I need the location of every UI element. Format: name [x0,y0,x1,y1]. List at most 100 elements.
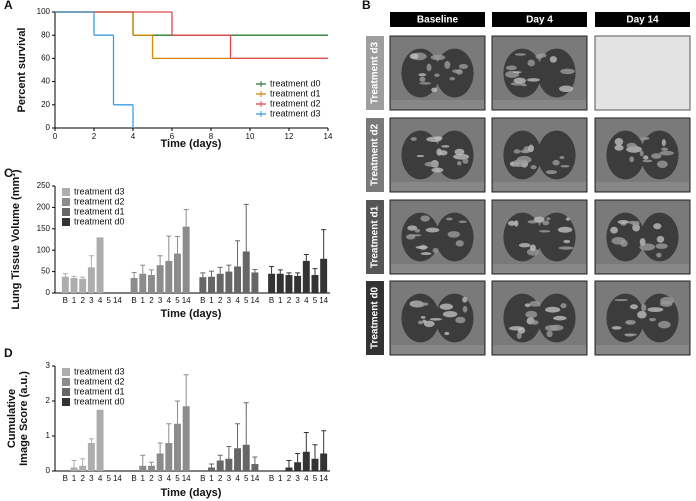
tissue-speck [545,306,561,313]
tissue-speck [642,159,653,163]
x-tick-label: 3 [227,474,232,483]
tissue-speck [429,318,442,321]
tissue-speck [560,68,575,75]
tissue-speck [632,223,640,232]
column-header: Day 14 [626,15,659,26]
body-wall [596,182,689,191]
tissue-speck [533,216,545,223]
tissue-speck [639,150,644,157]
tissue-speck [557,226,573,233]
x-tick-label: 4 [304,296,309,305]
tissue-speck [526,248,540,256]
x-tick-label: 0 [53,132,58,141]
lung-image [594,199,691,275]
empty-image [594,35,691,111]
y-tick-label: 3 [46,361,51,370]
bar [156,265,164,293]
tissue-speck [434,73,440,77]
body-wall [493,264,586,273]
lung-right [537,48,576,98]
y-tick-label: 80 [41,30,50,39]
lung-left [401,212,440,262]
tissue-speck [565,217,571,221]
y-tick-label: 2 [46,396,51,405]
tissue-speck [653,223,662,230]
x-tick-label: 14 [182,474,191,483]
lung-image [594,117,691,193]
y-tick-label: 20 [41,100,50,109]
lung-image [389,117,486,193]
tissue-speck [425,227,440,233]
bar [165,443,173,471]
x-tick-label: 5 [175,474,180,483]
x-tick-label: 1 [278,296,283,305]
tissue-speck [655,243,668,249]
tissue-speck [439,303,454,310]
row-label-bg [366,281,384,355]
y-tick-label: 40 [41,77,50,86]
lung-left [503,130,542,180]
x-tick-label: 14 [113,474,122,483]
bar [87,443,95,471]
lung-image [389,280,486,356]
tissue-speck [529,300,541,307]
y-axis-title: Image Score (a.u.) [18,371,30,466]
legend-swatch [62,198,70,206]
body-wall [391,182,484,191]
tissue-speck [641,304,647,312]
bar [79,465,87,471]
legend-swatch [62,368,70,376]
bar [130,278,138,293]
tissue-speck [462,296,468,303]
x-tick-label: 5 [107,296,112,305]
x-tick-label: B [200,296,205,305]
tissue-speck [513,159,525,168]
x-tick-label: 5 [244,296,249,305]
bar [216,460,224,471]
tissue-speck [449,76,456,81]
tissue-speck [528,144,535,153]
bar [147,465,155,471]
bar [182,406,190,471]
lung-image [491,280,588,356]
x-tick-label: 2 [149,296,154,305]
body-wall [596,345,689,354]
bar [139,273,147,293]
x-tick-label: 4 [98,474,103,483]
tissue-speck [661,139,666,147]
legend-label: treatment d2 [270,98,321,108]
tissue-speck [512,71,522,74]
row-label: Treatment d2 [370,123,381,186]
bar [96,237,104,293]
column-header: Day 4 [526,15,553,26]
tissue-speck [563,239,571,244]
row-label-bg [366,36,384,110]
x-tick-label: 2 [218,296,223,305]
x-tick-label: 3 [295,296,300,305]
panel-label: A [4,0,13,12]
bar [174,423,181,471]
bar [320,258,328,293]
bar [294,275,302,293]
tissue-speck [659,300,673,307]
row-label-bg [366,118,384,192]
x-tick-label: 1 [141,474,146,483]
x-tick-label: 1 [72,296,77,305]
tissue-speck [549,56,557,63]
x-tick-label: 2 [92,132,97,141]
bar [234,266,242,293]
tissue-speck [552,159,560,166]
tissue-speck [462,157,469,164]
tissue-speck [560,303,567,309]
lung-left [606,212,645,262]
tissue-speck [614,137,624,146]
x-tick-label: 14 [250,474,259,483]
tissue-speck [611,326,622,330]
tissue-speck [426,63,432,72]
row-label: Treatment d0 [370,286,381,349]
row-label: Treatment d3 [370,41,381,104]
legend-label: treatment d0 [270,78,321,88]
tissue-speck [447,231,461,238]
bar [302,451,310,471]
x-tick-label: 5 [107,474,112,483]
